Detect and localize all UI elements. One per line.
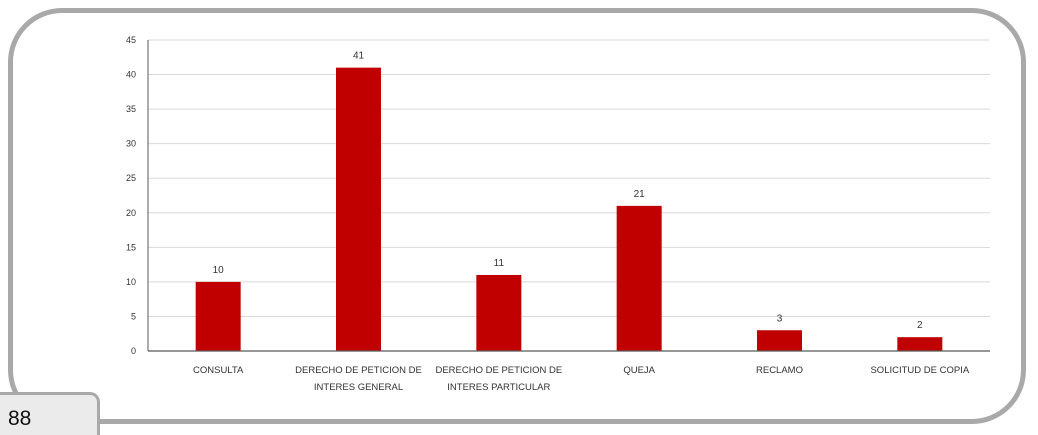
x-tick-label: QUEJA [623, 365, 655, 376]
bar [757, 330, 802, 351]
y-tick-label: 35 [126, 104, 136, 114]
y-tick-label: 45 [126, 35, 136, 45]
data-label: 2 [917, 320, 923, 331]
y-tick-label: 25 [126, 173, 136, 183]
y-tick-label: 5 [131, 311, 136, 321]
y-tick-label: 20 [126, 208, 136, 218]
x-tick-label-line: INTERES PARTICULAR [447, 382, 550, 393]
bar [336, 67, 381, 352]
x-tick-label: DERECHO DE PETICION DE INTERES PARTICULAR [435, 365, 562, 393]
y-tick-label: 40 [126, 70, 136, 80]
bar [897, 337, 943, 351]
y-tick-label: 10 [126, 277, 136, 287]
bar [616, 205, 662, 351]
y-tick-label: 15 [126, 242, 136, 252]
x-tick-label: SOLICITUD DE COPIA [870, 365, 969, 376]
y-tick-label: 0 [131, 346, 136, 356]
data-label: 41 [353, 51, 365, 62]
x-tick-label: RECLAMO [756, 365, 803, 376]
x-tick-label-line: INTERES GENERAL [314, 382, 403, 393]
bar [195, 281, 241, 351]
x-tick-label: CONSULTA [193, 365, 244, 376]
data-label: 3 [777, 313, 783, 324]
x-tick-label-line: DERECHO DE PETICION DE [435, 365, 562, 376]
x-tick-label-line: CONSULTA [193, 365, 244, 376]
page-number: 88 [8, 407, 32, 430]
data-label: 11 [494, 258, 505, 269]
y-tick-label: 30 [126, 139, 136, 149]
chart-frame [8, 8, 1026, 424]
data-label: 21 [634, 189, 646, 200]
x-tick-label-line: SOLICITUD DE COPIA [870, 365, 969, 376]
data-label: 10 [213, 265, 225, 276]
bar [476, 274, 522, 351]
x-tick-label-line: RECLAMO [756, 365, 803, 376]
x-tick-label-line: QUEJA [623, 365, 655, 376]
x-tick-label: DERECHO DE PETICION DE INTERES GENERAL [295, 365, 422, 393]
page-number-tab: 88 [0, 392, 100, 435]
x-tick-label-line: DERECHO DE PETICION DE [295, 365, 422, 376]
